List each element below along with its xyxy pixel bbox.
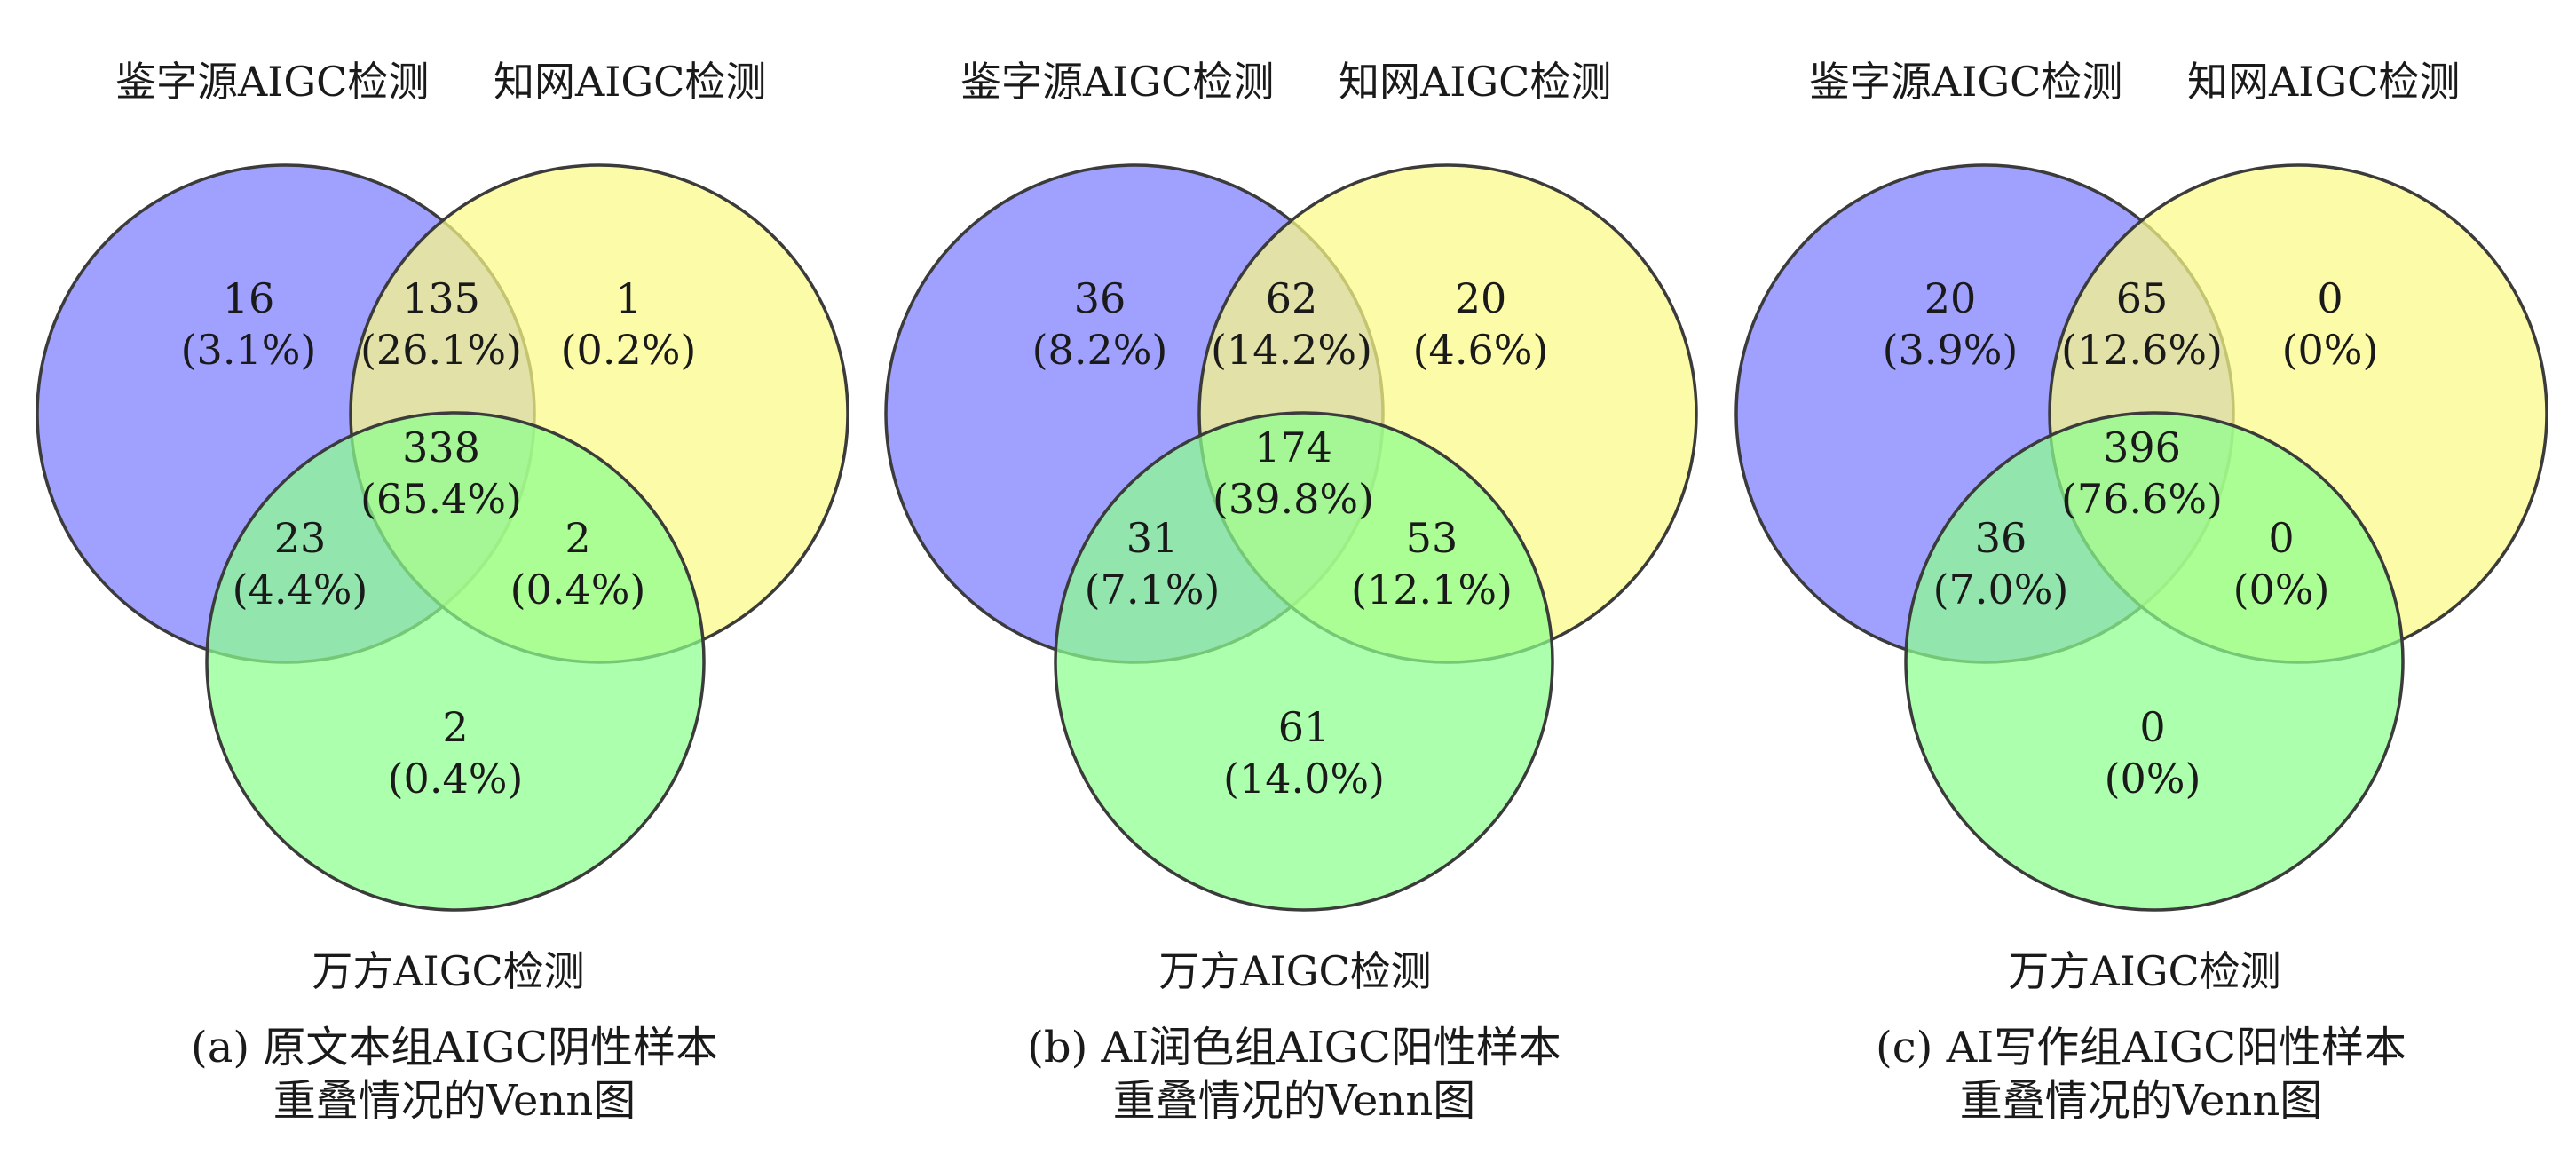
region-a-only-count: 16: [223, 274, 275, 322]
circle-set-c: [1054, 411, 1554, 912]
circle-set-c: [205, 411, 706, 912]
set-label-c: 万方AIGC检测: [2008, 947, 2280, 995]
set-label-b: 知网AIGC检测: [1339, 58, 1611, 106]
region-b-only-count: 20: [1455, 274, 1507, 322]
region-a-only-pct: (3.9%): [1883, 326, 2019, 374]
region-ab-pct: (12.6%): [2061, 326, 2223, 374]
region-c-only-pct: (14.0%): [1223, 755, 1385, 803]
region-a-only-pct: (3.1%): [181, 326, 317, 374]
caption-line-2: 重叠情况的Venn图: [273, 1076, 636, 1126]
region-b-only-pct: (4.6%): [1413, 326, 1549, 374]
region-ab-count: 62: [1266, 274, 1318, 322]
set-label-a: 鉴字源AIGC检测: [115, 58, 429, 106]
caption-line-2: 重叠情况的Venn图: [1960, 1076, 2323, 1126]
region-abc-count: 396: [2103, 423, 2181, 471]
region-abc-count: 174: [1254, 423, 1332, 471]
region-b-only-pct: (0%): [2282, 326, 2379, 374]
set-label-a: 鉴字源AIGC检测: [1809, 58, 2122, 106]
region-c-only-pct: (0%): [2105, 755, 2201, 803]
region-c-only-pct: (0.4%): [388, 755, 524, 803]
region-bc-count: 0: [2268, 514, 2294, 562]
region-a-only-count: 20: [1924, 274, 1977, 322]
region-bc-pct: (0%): [2233, 566, 2330, 613]
caption-line-2: 重叠情况的Venn图: [1113, 1076, 1476, 1126]
caption-line-1: (b) AI润色组AIGC阳性样本: [1027, 1023, 1561, 1072]
region-ac-count: 23: [274, 514, 327, 562]
region-abc-pct: (65.4%): [360, 475, 522, 523]
region-b-only-pct: (0.2%): [561, 326, 697, 374]
region-ac-count: 31: [1126, 514, 1179, 562]
region-bc-count: 2: [565, 514, 590, 562]
set-label-b: 知网AIGC检测: [2187, 58, 2460, 106]
region-ac-pct: (7.1%): [1085, 566, 1221, 613]
region-b-only-count: 0: [2317, 274, 2343, 322]
set-label-c: 万方AIGC检测: [1158, 947, 1431, 995]
venn-panel-a: 鉴字源AIGC检测 知网AIGC检测 16 (3.1%) 135 (26.1%)…: [36, 58, 849, 1126]
region-abc-count: 338: [402, 423, 480, 471]
region-bc-count: 53: [1406, 514, 1458, 562]
region-ac-count: 36: [1975, 514, 2027, 562]
region-ab-pct: (14.2%): [1211, 326, 1372, 374]
region-c-only-count: 61: [1278, 703, 1331, 751]
region-a-only-count: 36: [1074, 274, 1126, 322]
circle-set-c: [1904, 411, 2405, 912]
region-ab-count: 135: [402, 274, 480, 322]
region-abc-pct: (39.8%): [1213, 475, 1374, 523]
region-c-only-count: 0: [2139, 703, 2165, 751]
region-ac-pct: (4.4%): [233, 566, 368, 613]
caption-line-1: (a) 原文本组AIGC阴性样本: [191, 1023, 718, 1072]
caption-line-1: (c) AI写作组AIGC阳性样本: [1876, 1023, 2406, 1072]
region-c-only-count: 2: [442, 703, 468, 751]
region-abc-pct: (76.6%): [2061, 475, 2223, 523]
venn-panel-c: 鉴字源AIGC检测 知网AIGC检测 20 (3.9%) 65 (12.6%) …: [1734, 58, 2548, 1126]
set-label-c: 万方AIGC检测: [312, 947, 584, 995]
set-label-b: 知网AIGC检测: [494, 58, 766, 106]
set-label-a: 鉴字源AIGC检测: [960, 58, 1274, 106]
region-ac-pct: (7.0%): [1933, 566, 2069, 613]
region-bc-pct: (12.1%): [1351, 566, 1513, 613]
region-a-only-pct: (8.2%): [1032, 326, 1168, 374]
region-ab-count: 65: [2116, 274, 2169, 322]
region-ab-pct: (26.1%): [360, 326, 522, 374]
venn-panel-b: 鉴字源AIGC检测 知网AIGC检测 36 (8.2%) 62 (14.2%) …: [884, 58, 1698, 1126]
region-bc-pct: (0.4%): [510, 566, 646, 613]
region-b-only-count: 1: [615, 274, 641, 322]
